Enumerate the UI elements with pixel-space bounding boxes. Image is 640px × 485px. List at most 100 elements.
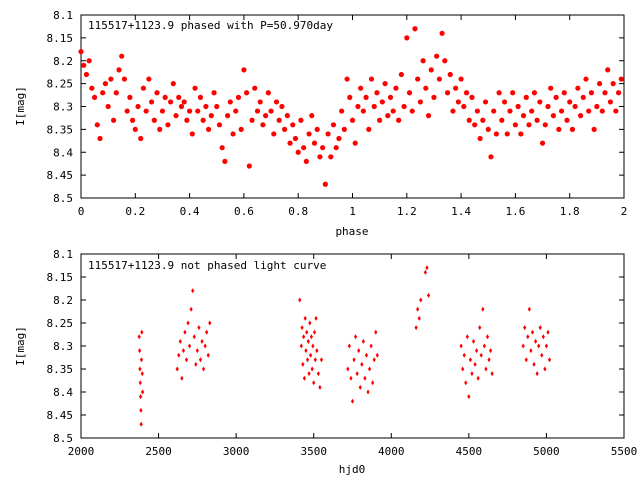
phased-data-point bbox=[583, 76, 589, 82]
phased-data-point bbox=[447, 71, 453, 78]
phased-data-point bbox=[444, 90, 451, 96]
unphased-data-point bbox=[318, 384, 322, 390]
phased-data-point bbox=[189, 131, 195, 137]
phased-data-point bbox=[219, 145, 225, 151]
unphased-data-point bbox=[481, 306, 485, 312]
unphased-data-point bbox=[526, 334, 530, 340]
phased-y-axis-label: I[mag] bbox=[14, 86, 27, 126]
phased-x-axis-label: phase bbox=[335, 225, 368, 238]
phased-data-point bbox=[561, 90, 567, 96]
unphased-data-point bbox=[541, 334, 545, 340]
unphased-data-point bbox=[468, 357, 473, 363]
unphased-data-point bbox=[419, 297, 423, 303]
phased-data-point bbox=[271, 131, 277, 137]
unphased-data-point bbox=[524, 357, 528, 363]
phased-data-point bbox=[564, 117, 570, 123]
phased-data-point bbox=[83, 71, 90, 78]
phased-data-point bbox=[482, 99, 489, 105]
phased-data-point bbox=[143, 108, 149, 114]
phased-data-point bbox=[436, 76, 442, 82]
unphased-data-point bbox=[375, 352, 379, 358]
unphased-data-point bbox=[374, 329, 378, 335]
phased-data-point bbox=[292, 135, 299, 142]
phased-data-point bbox=[537, 99, 543, 105]
phased-x-tick-label: 1.2 bbox=[397, 205, 417, 218]
unphased-data-point bbox=[305, 357, 310, 363]
phased-data-point bbox=[458, 76, 464, 82]
phased-data-point bbox=[504, 131, 510, 137]
phased-data-point bbox=[572, 103, 578, 110]
unphased-data-point bbox=[369, 343, 373, 349]
unphased-data-point bbox=[361, 338, 365, 344]
phased-data-point bbox=[276, 117, 282, 123]
phased-data-point bbox=[599, 108, 605, 114]
phased-data-point bbox=[368, 76, 375, 82]
phased-data-point bbox=[208, 113, 214, 119]
phased-data-point bbox=[241, 67, 247, 73]
phased-data-point bbox=[102, 81, 109, 87]
phased-data-point bbox=[306, 131, 312, 137]
unphased-data-point bbox=[490, 371, 494, 377]
unphased-data-point bbox=[300, 325, 304, 331]
unphased-data-point bbox=[537, 343, 541, 349]
phased-data-point bbox=[135, 103, 141, 110]
phased-data-point bbox=[314, 126, 320, 132]
phased-data-point bbox=[238, 126, 244, 132]
unphased-data-point bbox=[188, 343, 192, 349]
phased-data-point bbox=[328, 154, 334, 160]
unphased-data-point bbox=[527, 306, 531, 312]
unphased-y-tick-label: 8.15 bbox=[47, 271, 74, 284]
unphased-data-point bbox=[352, 357, 356, 363]
unphased-data-point bbox=[533, 338, 538, 344]
phased-data-point bbox=[434, 53, 440, 59]
phased-data-point bbox=[94, 122, 100, 128]
phased-data-point bbox=[499, 117, 505, 123]
phased-data-point bbox=[322, 181, 328, 187]
phased-data-point bbox=[412, 26, 418, 32]
unphased-data-point bbox=[521, 343, 525, 349]
phased-data-point bbox=[531, 90, 538, 96]
phased-x-tick-label: 1.6 bbox=[505, 205, 525, 218]
phased-chart-title: 115517+1123.9 phased with P=50.970day bbox=[88, 19, 333, 32]
phased-data-point bbox=[78, 49, 84, 55]
phased-data-point bbox=[113, 90, 119, 96]
phased-data-point bbox=[303, 158, 309, 164]
unphased-data-point bbox=[177, 352, 181, 358]
unphased-data-point bbox=[180, 375, 184, 381]
phased-data-point bbox=[254, 108, 261, 114]
phased-data-point bbox=[97, 135, 103, 142]
phased-data-point bbox=[553, 94, 559, 100]
phased-x-tick-label: 1 bbox=[349, 205, 356, 218]
unphased-data-point bbox=[194, 361, 198, 367]
unphased-data-point bbox=[316, 371, 320, 377]
phased-data-point bbox=[496, 90, 502, 96]
phased-data-point bbox=[526, 122, 532, 128]
phased-data-point bbox=[510, 90, 516, 96]
unphased-data-point bbox=[485, 334, 490, 340]
unphased-data-point bbox=[476, 375, 480, 381]
unphased-data-point bbox=[364, 352, 369, 358]
unphased-data-points bbox=[137, 265, 552, 427]
phased-data-point bbox=[352, 140, 358, 146]
phased-data-point bbox=[363, 94, 369, 100]
phased-data-point bbox=[387, 94, 394, 100]
unphased-data-point bbox=[206, 352, 210, 358]
phased-data-point bbox=[406, 90, 413, 96]
unphased-data-point bbox=[306, 338, 310, 344]
unphased-data-point bbox=[138, 348, 142, 354]
phased-data-point bbox=[132, 126, 138, 132]
unphased-data-point bbox=[175, 366, 179, 372]
unphased-data-point bbox=[311, 343, 315, 349]
phased-data-point bbox=[425, 113, 432, 119]
unphased-data-point bbox=[299, 343, 303, 349]
phased-y-tick-label: 8.5 bbox=[53, 192, 73, 205]
phased-data-point bbox=[377, 117, 383, 123]
phased-data-point bbox=[474, 108, 480, 114]
unphased-data-point bbox=[309, 352, 313, 358]
unphased-data-point bbox=[462, 352, 466, 358]
phased-data-point bbox=[336, 135, 342, 142]
phased-data-point bbox=[485, 126, 491, 132]
phased-data-point bbox=[273, 99, 280, 105]
phased-data-point bbox=[81, 62, 87, 68]
